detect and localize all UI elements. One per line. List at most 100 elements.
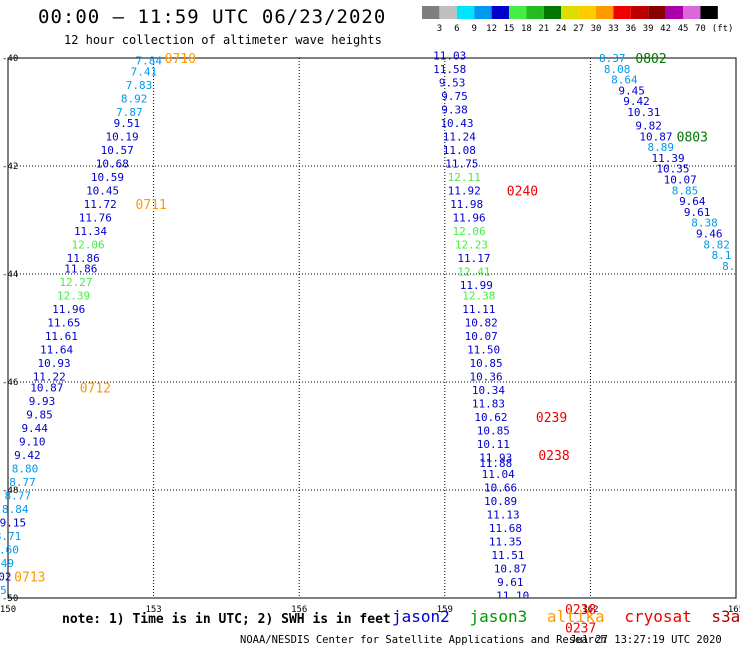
swh-value: 10.07 bbox=[664, 174, 697, 187]
y-tick-label: -48 bbox=[2, 486, 18, 496]
swh-value: 11.24 bbox=[443, 130, 476, 143]
swh-value: 11.88 bbox=[479, 457, 512, 470]
swh-value: 11.04 bbox=[482, 468, 515, 481]
swh-value: 8.1 bbox=[712, 249, 732, 262]
legend-tick-label: 30 bbox=[591, 24, 602, 34]
swh-value: 11.76 bbox=[79, 211, 112, 224]
legend-tick-label: 18 bbox=[521, 24, 532, 34]
legend-tick-label: 70 bbox=[695, 24, 706, 34]
swh-value: 9.53 bbox=[439, 76, 466, 89]
swh-value: 10.07 bbox=[465, 330, 498, 343]
swh-value: 11.35 bbox=[489, 535, 522, 548]
swh-value: 11.99 bbox=[460, 279, 493, 292]
swh-value: 7.83 bbox=[126, 79, 153, 92]
x-tick-label: 162 bbox=[582, 605, 598, 615]
satellite-cryosat: cryosat bbox=[624, 607, 692, 626]
swh-value: 10.43 bbox=[440, 117, 473, 130]
satellite-s3a: s3a bbox=[711, 607, 740, 626]
legend-swatch bbox=[526, 6, 544, 19]
pass-time-label: 0713 bbox=[14, 570, 45, 585]
swh-value: 10.89 bbox=[484, 495, 517, 508]
swh-value: 9.46 bbox=[696, 228, 723, 241]
legend-tick-label: 6 bbox=[454, 24, 459, 34]
legend-unit-label: (ft) bbox=[712, 24, 734, 34]
swh-value: 12.23 bbox=[455, 238, 488, 251]
swh-value: 8. bbox=[722, 260, 735, 273]
legend-swatch bbox=[648, 6, 666, 19]
swh-value: 11.96 bbox=[453, 211, 486, 224]
legend-tick-label: 39 bbox=[643, 24, 654, 34]
swh-value: 10.31 bbox=[627, 106, 660, 119]
swh-value: 10.66 bbox=[484, 481, 517, 494]
swh-value: 8.84 bbox=[2, 503, 29, 516]
swh-value: 8.92 bbox=[121, 93, 148, 106]
swh-value: 8.60 bbox=[0, 543, 19, 556]
swh-value: 9.38 bbox=[441, 103, 468, 116]
chart-title: 00:00 – 11:59 UTC 06/23/2020 bbox=[38, 6, 387, 28]
swh-value: 10.85 bbox=[469, 357, 502, 370]
swh-value: 8.82 bbox=[703, 238, 730, 251]
swh-value: 11.34 bbox=[74, 225, 107, 238]
swh-value: 11.96 bbox=[52, 303, 85, 316]
legend-swatch bbox=[613, 6, 631, 19]
swh-value: 8.77 bbox=[9, 476, 36, 489]
legend-tick-label: 21 bbox=[538, 24, 549, 34]
legend-swatch bbox=[439, 6, 457, 19]
y-tick-label: -42 bbox=[2, 162, 18, 172]
swh-value: 11.86 bbox=[67, 252, 100, 265]
swh-value: 11.68 bbox=[489, 522, 522, 535]
swh-value: 11.51 bbox=[491, 549, 524, 562]
swh-value: 11.50 bbox=[467, 344, 500, 357]
legend-tick-label: 27 bbox=[573, 24, 584, 34]
swh-value: 10.87 bbox=[30, 381, 63, 394]
swh-value: 11.17 bbox=[457, 252, 490, 265]
legend-tick-label: 42 bbox=[660, 24, 671, 34]
legend-swatch bbox=[596, 6, 614, 19]
swh-value: 7.87 bbox=[116, 106, 143, 119]
pass-time-label: 0240 bbox=[507, 184, 538, 199]
swh-value: 12.27 bbox=[59, 276, 92, 289]
legend-swatch bbox=[561, 6, 579, 19]
pass-time-label: 0803 bbox=[677, 130, 708, 145]
swh-value: 9.51 bbox=[114, 117, 141, 130]
swh-value: 11.39 bbox=[651, 152, 684, 165]
swh-value: 12.06 bbox=[72, 238, 105, 251]
swh-value: 12.06 bbox=[453, 225, 486, 238]
plot-frame bbox=[7, 57, 737, 599]
swh-value: 11.58 bbox=[433, 63, 466, 76]
timestamp-text: Jul 27 13:27:19 UTC 2020 bbox=[570, 634, 722, 646]
legend-tick-label: 12 bbox=[486, 24, 497, 34]
legend-swatch bbox=[456, 6, 475, 19]
legend-swatch bbox=[578, 6, 596, 19]
swh-value: 10.87 bbox=[494, 562, 527, 575]
satellite-altika: altika bbox=[546, 607, 605, 626]
legend-tick-label: 36 bbox=[625, 24, 636, 34]
legend-swatch bbox=[683, 6, 701, 19]
swh-value: 8.71 bbox=[0, 530, 21, 543]
swh-value: 9.15 bbox=[0, 516, 26, 529]
swh-value: 8.38 bbox=[691, 217, 718, 230]
pass-time-label: 0711 bbox=[136, 198, 167, 213]
swh-value: 10.34 bbox=[472, 384, 505, 397]
y-tick-label: -40 bbox=[2, 54, 18, 64]
swh-value: 9.42 bbox=[14, 449, 41, 462]
pass-time-label: 0712 bbox=[80, 381, 111, 396]
x-tick-label: 150 bbox=[0, 605, 16, 615]
x-tick-label: 156 bbox=[291, 605, 307, 615]
swh-value: 11.22 bbox=[33, 371, 66, 384]
legend-swatch bbox=[491, 6, 509, 19]
swh-value: 9.10 bbox=[19, 435, 46, 448]
footnote: note: 1) Time is in UTC; 2) SWH is in fe… bbox=[62, 612, 391, 627]
swh-value: 9.42 bbox=[623, 95, 650, 108]
swh-value: 10.93 bbox=[38, 357, 71, 370]
swh-value: 11.72 bbox=[84, 198, 117, 211]
credit-text: NOAA/NESDIS Center for Satellite Applica… bbox=[240, 634, 607, 646]
swh-value: 9.75 bbox=[441, 90, 468, 103]
swh-value: 8.08 bbox=[604, 63, 631, 76]
chart-subtitle: 12 hour collection of altimeter wave hei… bbox=[64, 33, 382, 47]
swh-value: 10.35 bbox=[656, 163, 689, 176]
swh-value: 10.57 bbox=[101, 144, 134, 157]
x-tick-label: 153 bbox=[145, 605, 161, 615]
swh-value: 8.89 bbox=[648, 141, 675, 154]
